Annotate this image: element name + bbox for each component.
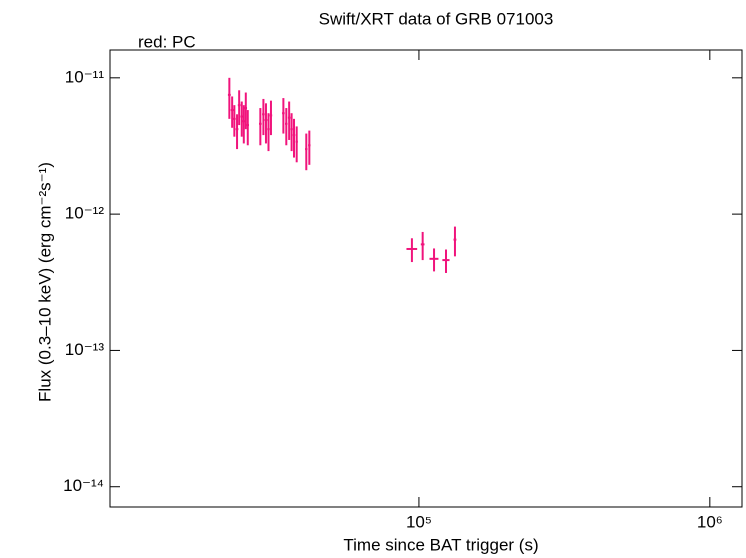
y-axis-label: Flux (0.3–10 keV) (erg cm⁻²s⁻¹) bbox=[35, 162, 54, 402]
y-tick-label: 10⁻¹¹ bbox=[65, 67, 105, 86]
x-axis-label: Time since BAT trigger (s) bbox=[343, 535, 538, 554]
chart-subtitle: red: PC bbox=[138, 32, 196, 51]
x-tick-label: 10⁶ bbox=[697, 512, 723, 531]
plot-frame bbox=[109, 49, 743, 508]
x-tick-label: 10⁵ bbox=[406, 512, 432, 531]
y-tick-label: 10⁻¹³ bbox=[65, 340, 105, 359]
chart-title: Swift/XRT data of GRB 071003 bbox=[319, 9, 554, 28]
y-tick-label: 10⁻¹⁴ bbox=[63, 476, 104, 495]
y-tick-label: 10⁻¹² bbox=[65, 204, 105, 223]
